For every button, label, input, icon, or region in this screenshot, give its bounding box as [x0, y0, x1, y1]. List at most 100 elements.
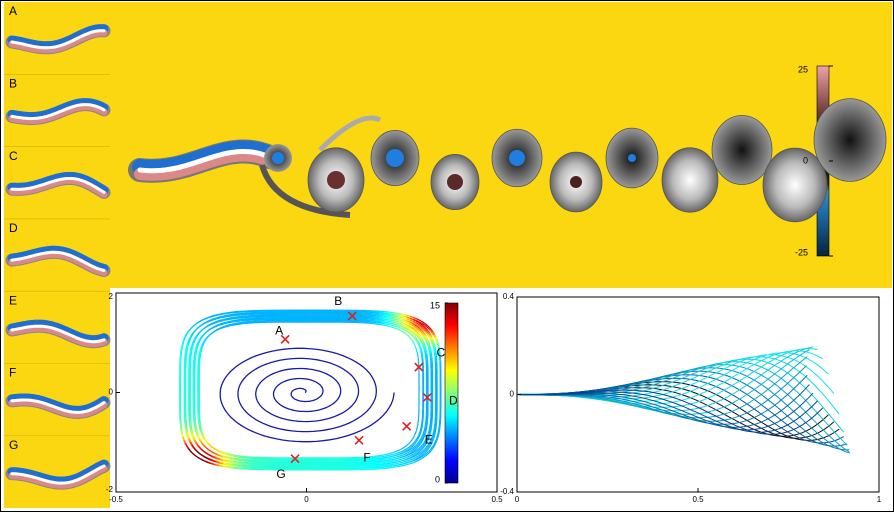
phase-orbit: [199, 349, 202, 353]
phase-orbit: [385, 454, 390, 457]
phase-orbit: [399, 459, 404, 463]
phase-orbit: [405, 453, 409, 457]
phase-orbit: [394, 462, 399, 465]
phase-orbit: [185, 443, 188, 447]
phase-orbit: [219, 465, 224, 468]
phase-orbit: [214, 324, 218, 328]
phase-orbit: [190, 349, 192, 354]
state-marker: [290, 454, 300, 464]
y-tick-label: 0: [510, 390, 515, 399]
phase-orbit: [237, 312, 244, 315]
phase-orbit: [189, 353, 192, 358]
phase-orbit: [424, 429, 427, 434]
phase-orbit: [200, 427, 203, 432]
phase-orbit: [405, 452, 409, 455]
phase-orbit: [199, 347, 202, 351]
phase-orbit: [212, 460, 217, 463]
phase-orbit: [237, 317, 244, 319]
colorbar-tick-label: 0: [803, 155, 808, 165]
phase-orbit: [415, 320, 419, 323]
phase-orbit: [402, 454, 406, 458]
state-marker: [414, 362, 424, 372]
phase-orbit: [436, 436, 439, 441]
phase-orbit: [195, 345, 198, 349]
phase-orbit: [216, 323, 221, 326]
phase-orbit: [226, 317, 232, 320]
fish-body: [10, 324, 106, 344]
phase-orbit: [193, 437, 196, 441]
phase-orbit: [409, 319, 413, 322]
phase-orbit: [184, 423, 187, 428]
phase-orbit: [381, 455, 386, 458]
phase-orbit: [215, 328, 219, 331]
phase-orbit: [376, 462, 383, 464]
phase-orbit: [422, 445, 426, 449]
phase-orbit: [183, 336, 187, 340]
phase-orbit: [412, 322, 416, 325]
phase-orbit: [398, 314, 403, 317]
phase-orbit: [402, 322, 406, 326]
phase-orbit: [429, 421, 432, 426]
phase-orbit: [422, 328, 425, 332]
phase-orbit: [408, 325, 412, 328]
phase-orbit: [195, 350, 198, 355]
phase-orbit: [428, 425, 431, 430]
phase-orbit: [425, 354, 428, 360]
phase-orbit: [185, 351, 188, 357]
phase-orbit: [201, 322, 205, 326]
phase-orbit: [424, 424, 427, 429]
phase-orbit: [402, 317, 407, 320]
phase-orbit: [436, 432, 439, 437]
phase-orbit: [413, 316, 417, 320]
phase-orbit: [222, 312, 228, 315]
phase-orbit: [419, 439, 422, 443]
phase-orbit: [405, 457, 410, 460]
phase-orbit: [185, 423, 187, 429]
phase-orbit: [414, 344, 417, 348]
phase-orbit: [435, 350, 438, 356]
phase-orbit: [427, 437, 430, 442]
phase-orbit: [386, 315, 392, 318]
phase-orbit: [415, 322, 419, 325]
phase-orbit: [201, 454, 205, 458]
phase-orbit: [418, 442, 421, 445]
phase-orbit: [429, 335, 432, 339]
phase-orbit: [405, 323, 409, 327]
phase-orbit: [235, 320, 241, 323]
phase-orbit: [434, 351, 437, 357]
phase-orbit: [194, 354, 197, 359]
y-tick-label: 0: [109, 388, 114, 397]
phase-orbit: [404, 449, 408, 453]
phase-orbit: [385, 325, 390, 327]
phase-orbit: [408, 456, 413, 459]
phase-orbit: [416, 318, 420, 321]
phase-orbit: [229, 323, 234, 326]
fish-vorticity-neg: [7, 393, 109, 415]
phase-orbit: [223, 452, 227, 455]
phase-orbit: [181, 436, 185, 440]
phase-orbit: [416, 341, 419, 345]
phase-orbit: [415, 457, 419, 460]
phase-orbit: [201, 459, 206, 462]
phase-orbit: [203, 450, 206, 454]
phase-orbit: [438, 346, 441, 351]
phase-orbit: [179, 350, 182, 356]
phase-orbit: [198, 352, 201, 357]
phase-orbit: [190, 335, 193, 339]
phase-orbit: [203, 444, 206, 448]
phase-orbit: [233, 310, 240, 313]
phase-orbit: [234, 454, 239, 457]
phase-orbit: [395, 320, 400, 323]
state-label: C: [437, 345, 446, 359]
phase-orbit: [432, 345, 435, 350]
phase-orbit: [422, 342, 425, 346]
phase-orbit: [204, 460, 209, 464]
phase-orbit: [196, 432, 199, 436]
phase-orbit: [408, 330, 412, 334]
phase-orbit: [185, 333, 188, 337]
phase-orbit: [213, 329, 217, 333]
phase-orbit: [423, 441, 427, 445]
phase-orbit: [376, 456, 382, 458]
phase-orbit: [400, 330, 404, 333]
phase-orbit: [240, 462, 247, 465]
